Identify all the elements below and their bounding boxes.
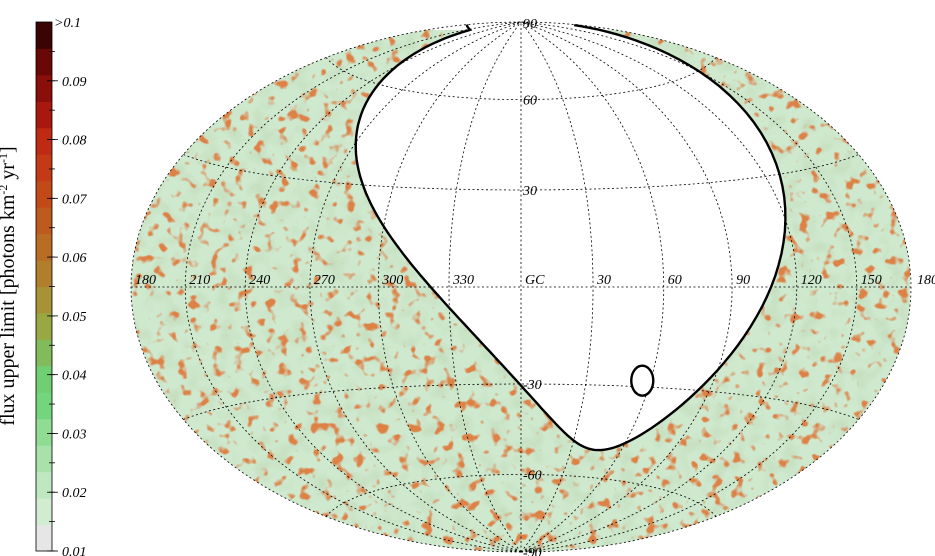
colorbar-tick-label: 0.03 [62,427,87,442]
colorbar-title-main: flux upper limit [photons km [0,194,19,426]
meridian-line [520,21,858,553]
colorbar-band [36,445,52,473]
colorbar-band [36,260,52,287]
longitude-label: 180 [917,273,935,288]
longitude-label: GC [525,273,545,288]
latitude-label: -30 [523,378,542,393]
longitude-label: 90 [736,273,750,288]
colorbar-band [36,418,52,446]
colorbar-tick-label: 0.04 [62,369,87,384]
latitude-label: -60 [523,468,542,483]
colorbar-bands [36,22,52,552]
meridian-line [520,21,733,553]
colorbar-band [36,392,52,420]
longitude-label: 330 [452,273,474,288]
colorbar-top-label: >0.1 [54,16,81,31]
colorbar-tick-label: 0.02 [62,486,87,501]
meridian-line [377,21,522,553]
colorbar-band [36,127,52,155]
sky-map: 180 150 120 90 60 30 GC 330 300 270 240 210 180 90 60 3… [130,17,935,556]
colorbar-band [36,524,52,552]
flux-heatmap [131,30,910,553]
colorbar-tick-label: 0.09 [62,75,87,90]
colorbar-band [36,286,52,314]
colorbar-title-sup1: -2 [0,185,10,195]
colorbar-title: flux upper limit [photons km-2 yr-1] [0,146,19,425]
colorbar-tick-label: 0.01 [62,545,87,556]
heatmap-texture [131,30,910,553]
longitude-label: 60 [668,273,682,288]
colorbar-band [36,74,52,102]
colorbar-tick-label: 0.07 [62,192,88,207]
longitude-label: 300 [381,273,403,288]
longitude-label: 120 [801,273,822,288]
colorbar-title-end: ] [0,146,19,153]
latitude-label: 90 [523,17,537,32]
meridian-line [520,21,912,553]
colorbar-title-sup2: -1 [0,153,10,163]
colorbar-band [36,498,52,526]
meridian-line [520,21,665,553]
colorbar-title-mid: yr [0,163,19,185]
colorbar-band [36,101,52,129]
parallel-line [183,154,859,191]
longitude-label: 150 [861,273,882,288]
colorbar-band [36,48,52,76]
meridian-line [520,21,798,553]
grid-labels: 180 150 120 90 60 30 GC 330 300 270 240 210 180 90 60 3… [135,17,935,556]
colorbar: 0.01 0.02 0.03 0.04 0.05 0.06 0.07 0.08 0.09 >0.… [0,16,88,556]
colorbar-band [36,154,52,182]
meridian-line [520,21,594,553]
latitude-label: -90 [523,546,542,556]
latitude-label: 30 [522,184,537,199]
colorbar-band [36,22,52,49]
longitude-label: 240 [249,273,270,288]
field-of-view-boundary [354,24,787,452]
colorbar-tick-label: 0.06 [62,251,87,266]
longitude-label: 180 [135,273,156,288]
colorbar-band [36,471,52,499]
longitude-label: 270 [314,273,335,288]
colorbar-band [36,207,52,235]
colorbar-ticks: 0.01 0.02 0.03 0.04 0.05 0.06 0.07 0.08 0.09 [47,50,88,556]
meridian-line [130,21,522,553]
longitude-label: 30 [596,273,611,288]
colorbar-tick-label: 0.08 [62,134,87,149]
meridian-line [448,21,522,553]
latitude-label: 60 [523,94,537,109]
coordinate-grid [130,21,912,553]
colorbar-band [36,233,52,261]
parallel-line [325,57,717,100]
meridian-line [184,21,522,553]
excluded-region [630,364,655,397]
colorbar-band [36,365,52,393]
meridian-line [309,21,522,553]
colorbar-band [36,339,52,367]
colorbar-band [36,312,52,340]
colorbar-band [36,180,52,208]
meridian-line [244,21,522,553]
longitude-label: 210 [189,273,210,288]
colorbar-tick-label: 0.05 [62,310,87,325]
